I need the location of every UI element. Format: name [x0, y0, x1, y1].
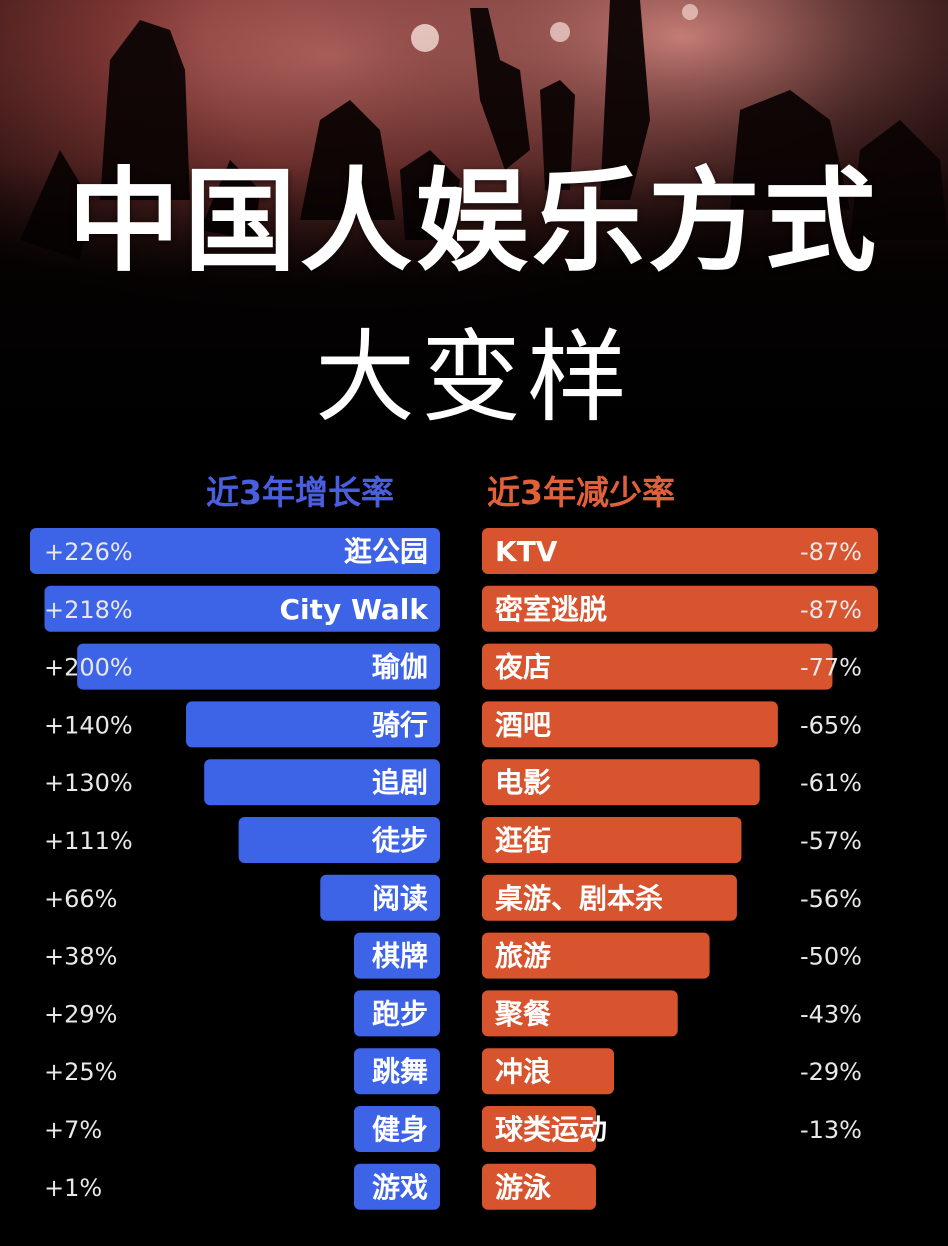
growth-value-label: +38%	[44, 943, 117, 971]
growth-bar-6	[320, 874, 440, 921]
decline-category-label: KTV	[495, 535, 558, 568]
growth-value-label: +226%	[44, 538, 133, 566]
growth-bar-1	[44, 585, 440, 632]
growth-value-label: +111%	[44, 827, 133, 855]
growth-bar-2	[77, 643, 440, 690]
decline-value-label: -87%	[800, 596, 862, 624]
decline-value-label: -29%	[800, 1058, 862, 1086]
decline-category-label: 桌游、剧本杀	[495, 882, 663, 915]
decline-bar-9	[482, 1048, 614, 1095]
growth-category-label: 棋牌	[372, 940, 428, 973]
growth-value-label: +66%	[44, 885, 117, 913]
decline-value-label: -65%	[800, 711, 862, 739]
growth-value-label: +7%	[44, 1116, 102, 1144]
decline-bar-3	[482, 701, 778, 748]
page-subtitle: 大变样	[315, 319, 633, 436]
decline-value-label: -43%	[800, 1000, 862, 1028]
growth-category-label: 阅读	[372, 882, 428, 915]
decline-category-label: 逛街	[495, 824, 551, 857]
decline-bar-1	[482, 585, 878, 632]
growth-category-label: 瑜伽	[372, 651, 428, 684]
growth-series: 逛公园 +226% City Walk +218% 瑜伽 +200% 骑行 +140% 追剧 +1…	[30, 528, 440, 1210]
page-title: 中国人娱乐方式	[68, 157, 880, 287]
decline-bar-5	[482, 817, 742, 863]
growth-category-label: 游戏	[372, 1171, 428, 1204]
growth-category-label: 骑行	[372, 708, 428, 741]
decline-value-label: -57%	[800, 827, 862, 855]
decline-value-label: -87%	[800, 538, 862, 566]
growth-bar-4	[204, 759, 440, 806]
growth-category-label: 跑步	[372, 997, 428, 1030]
concert-crowd-background	[0, 0, 948, 470]
growth-category-label: 逛公园	[344, 535, 428, 568]
growth-value-label: +200%	[44, 654, 133, 682]
growth-chart-title: 近3年增长率	[206, 473, 394, 512]
decline-bar-8	[482, 990, 678, 1037]
decline-bar-10	[482, 1106, 596, 1152]
decline-category-label: 夜店	[494, 651, 551, 684]
decline-category-label: 冲浪	[495, 1055, 551, 1088]
growth-value-label: +29%	[44, 1000, 117, 1028]
growth-category-label: City Walk	[279, 593, 429, 626]
growth-bar-0	[30, 528, 440, 574]
growth-category-label: 追剧	[372, 766, 428, 799]
growth-value-label: +130%	[44, 769, 133, 797]
growth-value-label: +1%	[44, 1174, 102, 1202]
decline-category-label: 酒吧	[495, 708, 551, 741]
decline-value-label: -77%	[800, 654, 862, 682]
growth-bar-5	[238, 817, 440, 863]
growth-bar-7	[354, 932, 440, 979]
growth-category-label: 健身	[372, 1113, 428, 1146]
growth-category-label: 跳舞	[372, 1055, 428, 1088]
growth-value-label: +218%	[44, 596, 133, 624]
decline-category-label: 球类运动	[495, 1113, 607, 1146]
decline-bar-7	[482, 932, 710, 979]
growth-bar-11	[354, 1163, 440, 1210]
growth-bar-10	[354, 1106, 440, 1152]
decline-value-label: -13%	[800, 1116, 862, 1144]
decline-bar-0	[482, 528, 878, 574]
decline-category-label: 聚餐	[494, 997, 552, 1030]
decline-category-label: 密室逃脱	[495, 593, 607, 626]
decline-value-label: -50%	[800, 943, 862, 971]
decline-chart-title: 近3年减少率	[487, 473, 675, 512]
decline-bar-2	[482, 643, 833, 690]
decline-category-label: 电影	[495, 766, 551, 799]
growth-bar-8	[354, 990, 440, 1037]
decline-bar-4	[482, 759, 760, 806]
decline-value-label: -61%	[800, 769, 862, 797]
growth-value-label: +140%	[44, 711, 133, 739]
growth-bar-9	[354, 1048, 440, 1095]
decline-bar-6	[482, 874, 737, 921]
growth-bar-3	[186, 701, 440, 748]
decline-series: KTV -87% 密室逃脱 -87% 夜店 -77% 酒吧 -65% 电影 -61% 逛街 -57% 桌…	[482, 528, 878, 1210]
growth-category-label: 徒步	[371, 824, 428, 857]
decline-category-label: 游泳	[495, 1171, 551, 1204]
decline-bar-11	[482, 1163, 596, 1210]
growth-value-label: +25%	[44, 1058, 117, 1086]
decline-category-label: 旅游	[495, 940, 551, 973]
decline-value-label: -56%	[800, 885, 862, 913]
